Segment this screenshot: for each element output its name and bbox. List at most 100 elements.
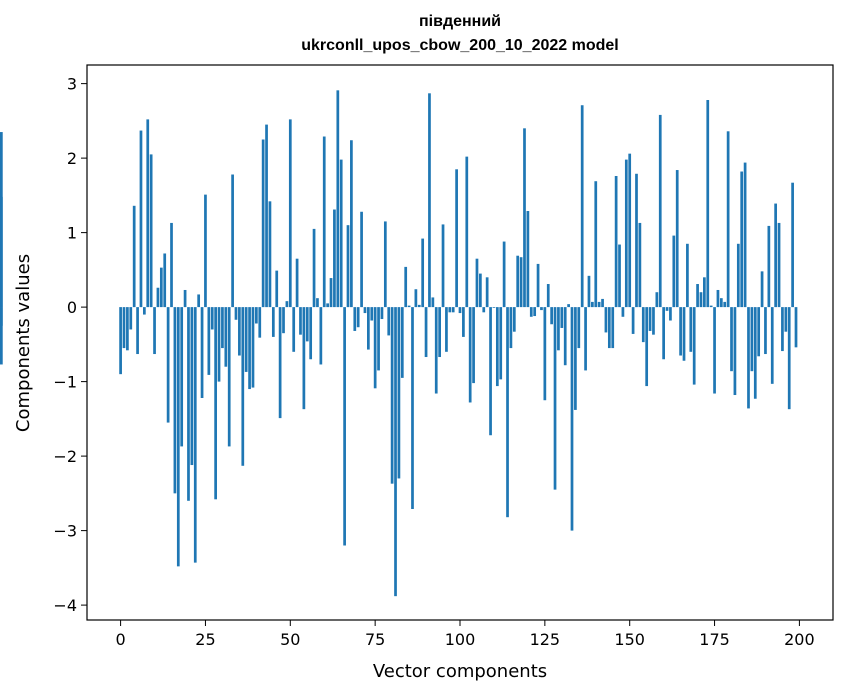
bar-128 — [553, 307, 557, 490]
y-tick-label: 2 — [67, 149, 77, 168]
bar-145 — [611, 307, 615, 349]
bar-92 — [431, 297, 435, 308]
bar-181 — [733, 307, 737, 396]
bar-199 — [794, 307, 798, 348]
bar-4 — [132, 205, 136, 308]
bar-17 — [176, 307, 180, 567]
bar-198 — [791, 182, 794, 308]
bar-88 — [417, 304, 421, 308]
bar-81 — [394, 307, 397, 597]
bar-97 — [448, 307, 452, 313]
bar-147 — [618, 244, 621, 308]
bar-161 — [665, 307, 669, 311]
bar-91 — [428, 93, 431, 308]
bar-140 — [594, 181, 598, 308]
bar-149 — [624, 159, 628, 308]
bar-62 — [329, 278, 333, 308]
bar-64 — [336, 90, 340, 308]
bar-7 — [143, 307, 146, 315]
bar-137 — [584, 307, 587, 371]
bar-18 — [180, 307, 184, 447]
bar-173 — [706, 100, 710, 308]
bar-183 — [740, 171, 744, 308]
x-tick-label: 125 — [530, 630, 561, 649]
bar-44 — [268, 201, 272, 308]
bar-141 — [597, 301, 601, 308]
bar-190 — [764, 307, 767, 355]
bar-101 — [462, 307, 465, 337]
bar-120 — [526, 211, 530, 308]
bar-27 — [210, 307, 214, 330]
bar-158 — [655, 292, 659, 308]
bar-20 — [187, 307, 190, 501]
bar-186 — [750, 307, 754, 372]
bar-132 — [567, 304, 570, 308]
bar-35 — [238, 307, 241, 356]
x-tick-label: 50 — [280, 630, 300, 649]
bar-184 — [743, 162, 747, 308]
bar-154 — [641, 307, 645, 343]
bar-57 — [312, 228, 316, 308]
bar-125 — [543, 307, 547, 401]
bar-98 — [451, 307, 455, 313]
bar-133 — [570, 307, 574, 531]
bar-13 — [163, 253, 167, 308]
bar-144 — [607, 307, 611, 349]
chart-title: південний — [419, 13, 501, 30]
bar-103 — [468, 307, 472, 403]
bar-108 — [485, 277, 489, 308]
bar-41 — [258, 307, 262, 338]
bar-109 — [489, 307, 492, 436]
bar-191 — [767, 225, 771, 308]
bar-115 — [509, 307, 513, 349]
bar-107 — [482, 307, 486, 313]
bar-131 — [563, 307, 567, 366]
bar-180 — [730, 307, 733, 372]
bar-139 — [591, 301, 594, 308]
bar-63 — [333, 209, 336, 308]
x-tick-label: 75 — [365, 630, 385, 649]
bar-129 — [557, 307, 560, 351]
bar-36 — [241, 307, 245, 466]
bar-39 — [251, 307, 255, 388]
bar-2 — [126, 307, 129, 351]
bar-22 — [193, 307, 197, 563]
bar-93 — [434, 307, 438, 394]
bar-112 — [499, 307, 503, 380]
bar-189 — [760, 271, 764, 308]
bar-127 — [550, 307, 553, 325]
y-tick-label: 0 — [67, 298, 77, 317]
bar-11 — [156, 287, 160, 308]
bar-117 — [516, 255, 520, 308]
bar-47 — [278, 307, 282, 419]
bar-72 — [363, 307, 367, 314]
bar-69 — [353, 307, 357, 331]
bar-6 — [139, 130, 143, 308]
y-tick-label: 3 — [67, 75, 77, 94]
bar-99 — [455, 169, 458, 308]
bar-49 — [285, 301, 289, 308]
bar-171 — [699, 292, 703, 308]
bar-160 — [662, 307, 665, 360]
bar-1 — [122, 307, 126, 349]
x-tick-label: 150 — [614, 630, 645, 649]
bar-116 — [512, 307, 516, 332]
bar-75 — [373, 307, 377, 389]
bar-176 — [716, 289, 720, 308]
bar-119 — [523, 128, 526, 308]
bar-177 — [719, 298, 723, 308]
bar-73 — [367, 307, 370, 350]
bar-143 — [604, 307, 608, 333]
bar-80 — [390, 307, 394, 484]
bar-197 — [787, 307, 791, 410]
bar-29 — [217, 307, 221, 382]
bar-179 — [726, 131, 730, 308]
bar-66 — [343, 307, 346, 546]
bar-175 — [713, 307, 716, 394]
bar-undefined — [0, 196, 3, 308]
bar-105 — [475, 258, 479, 308]
bar-68 — [350, 140, 353, 308]
bar-106 — [479, 273, 482, 308]
bar-113 — [502, 241, 506, 308]
bar-37 — [244, 307, 248, 372]
